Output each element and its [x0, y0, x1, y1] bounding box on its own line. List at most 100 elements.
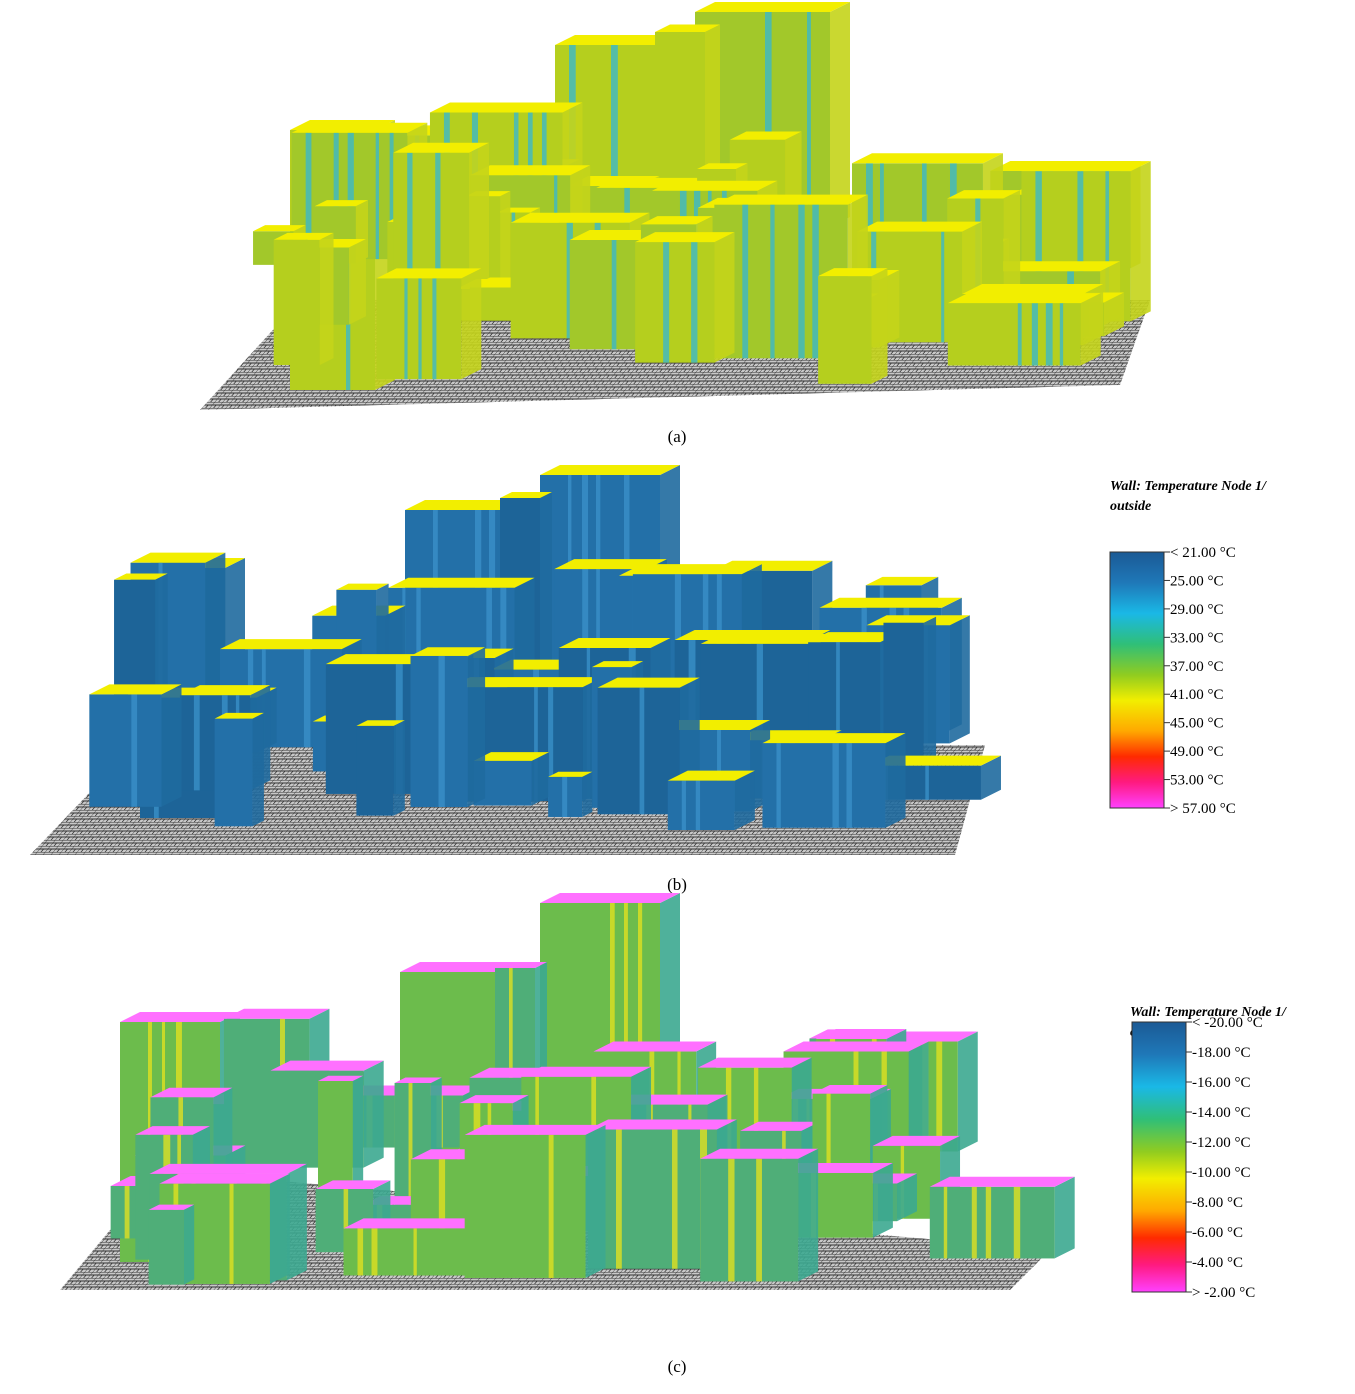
legend-title: Wall: Temperature Node 1/	[1110, 479, 1267, 494]
panel-caption: (a)	[668, 427, 687, 446]
building-roof	[540, 893, 680, 903]
wall-stripe	[1059, 303, 1064, 366]
building-roof	[464, 1124, 606, 1135]
building-roof	[947, 190, 1021, 199]
scale-label: -16.00 °C	[1192, 1075, 1251, 1091]
wall-stripe	[866, 163, 873, 284]
wall-stripe	[509, 968, 513, 1158]
building-wall	[597, 687, 680, 815]
building-roof	[219, 639, 362, 650]
scale-label: < 21.00 °C	[1170, 545, 1236, 561]
wall-stripe	[1045, 303, 1053, 366]
wall-stripe	[229, 1183, 234, 1284]
wall-stripe	[371, 1228, 378, 1276]
building-roof	[695, 2, 850, 12]
building-roof	[521, 1066, 652, 1077]
building-side	[734, 770, 755, 831]
scale-label: 49.00 °C	[1170, 744, 1224, 760]
wall-stripe	[303, 649, 311, 748]
building-wall	[343, 1228, 483, 1276]
wall-stripe	[413, 1228, 417, 1276]
wall-stripe	[534, 687, 538, 802]
wall-stripe	[672, 1129, 678, 1269]
scale-label: -12.00 °C	[1192, 1135, 1251, 1151]
wall-stripe	[333, 132, 339, 260]
building-wall	[89, 694, 162, 807]
building-roof	[135, 1126, 210, 1135]
building-side	[161, 684, 182, 807]
wall-stripe	[695, 780, 701, 831]
building-side	[1080, 293, 1101, 366]
wall-stripe	[404, 278, 408, 380]
building-roof	[179, 685, 271, 696]
building-side	[714, 232, 735, 363]
building-roof	[410, 647, 486, 656]
scale-label: < -20.00 °C	[1192, 1015, 1263, 1031]
scale-label: 37.00 °C	[1170, 659, 1224, 675]
wall-stripe	[985, 1186, 992, 1259]
building-wall	[356, 725, 394, 816]
wall-stripe	[305, 132, 312, 260]
wall-stripe	[832, 743, 839, 828]
building-roof	[697, 163, 748, 170]
building-roof	[1021, 161, 1151, 172]
building-side	[540, 492, 552, 698]
building-roof	[852, 153, 1003, 164]
building-roof	[591, 661, 644, 668]
building-side	[1054, 1176, 1075, 1259]
legend-title: Wall: Temperature Node 1/	[1130, 1005, 1287, 1020]
building-roof	[667, 770, 755, 781]
scale-label: -14.00 °C	[1192, 1105, 1251, 1121]
wall-stripe	[798, 204, 805, 359]
building-roof	[962, 283, 1104, 294]
building-roof	[388, 577, 535, 588]
wall-stripe	[131, 694, 138, 807]
building-side	[531, 752, 550, 806]
wall-stripe	[663, 242, 670, 363]
wall-stripe	[548, 687, 554, 802]
wall-stripe	[728, 1158, 735, 1282]
building-roof	[818, 268, 888, 277]
building-wall	[667, 780, 735, 831]
scale-label: 45.00 °C	[1170, 716, 1224, 732]
wall-stripe	[936, 1041, 943, 1152]
wall-stripe	[756, 1158, 762, 1282]
building-roof	[558, 638, 671, 649]
wall-stripe	[611, 45, 618, 285]
building-roof	[148, 1204, 195, 1210]
building-roof	[857, 221, 983, 232]
building-roof	[315, 1180, 391, 1189]
city-render	[30, 465, 1001, 855]
scale-label: 53.00 °C	[1170, 773, 1224, 789]
wall-stripe	[681, 780, 686, 831]
building-roof	[929, 1176, 1075, 1187]
building-roof	[700, 1148, 819, 1159]
building-side	[1130, 161, 1151, 322]
wall-stripe	[357, 1228, 364, 1276]
building-roof	[640, 216, 713, 225]
building-wall	[273, 239, 320, 366]
building-wall	[818, 276, 872, 384]
building-side	[949, 615, 970, 744]
building-side	[885, 733, 906, 828]
building-roof	[714, 194, 868, 205]
building-roof	[273, 232, 334, 240]
building-roof	[783, 1041, 929, 1052]
building-wall	[762, 743, 886, 828]
building-roof	[872, 1135, 961, 1146]
building-side	[348, 238, 366, 325]
building-side	[286, 1163, 307, 1281]
building-roof	[450, 677, 603, 688]
wall-stripe	[925, 765, 929, 800]
building-side	[363, 1060, 384, 1168]
building-roof	[400, 962, 520, 972]
wall-stripe	[193, 695, 200, 791]
building-side	[923, 616, 937, 764]
building-roof	[947, 293, 1101, 304]
building-roof	[89, 684, 182, 695]
building-roof	[740, 1121, 820, 1131]
building-roof	[651, 180, 778, 191]
building-roof	[356, 720, 405, 726]
building-roof	[597, 677, 700, 688]
building-roof	[819, 597, 962, 608]
